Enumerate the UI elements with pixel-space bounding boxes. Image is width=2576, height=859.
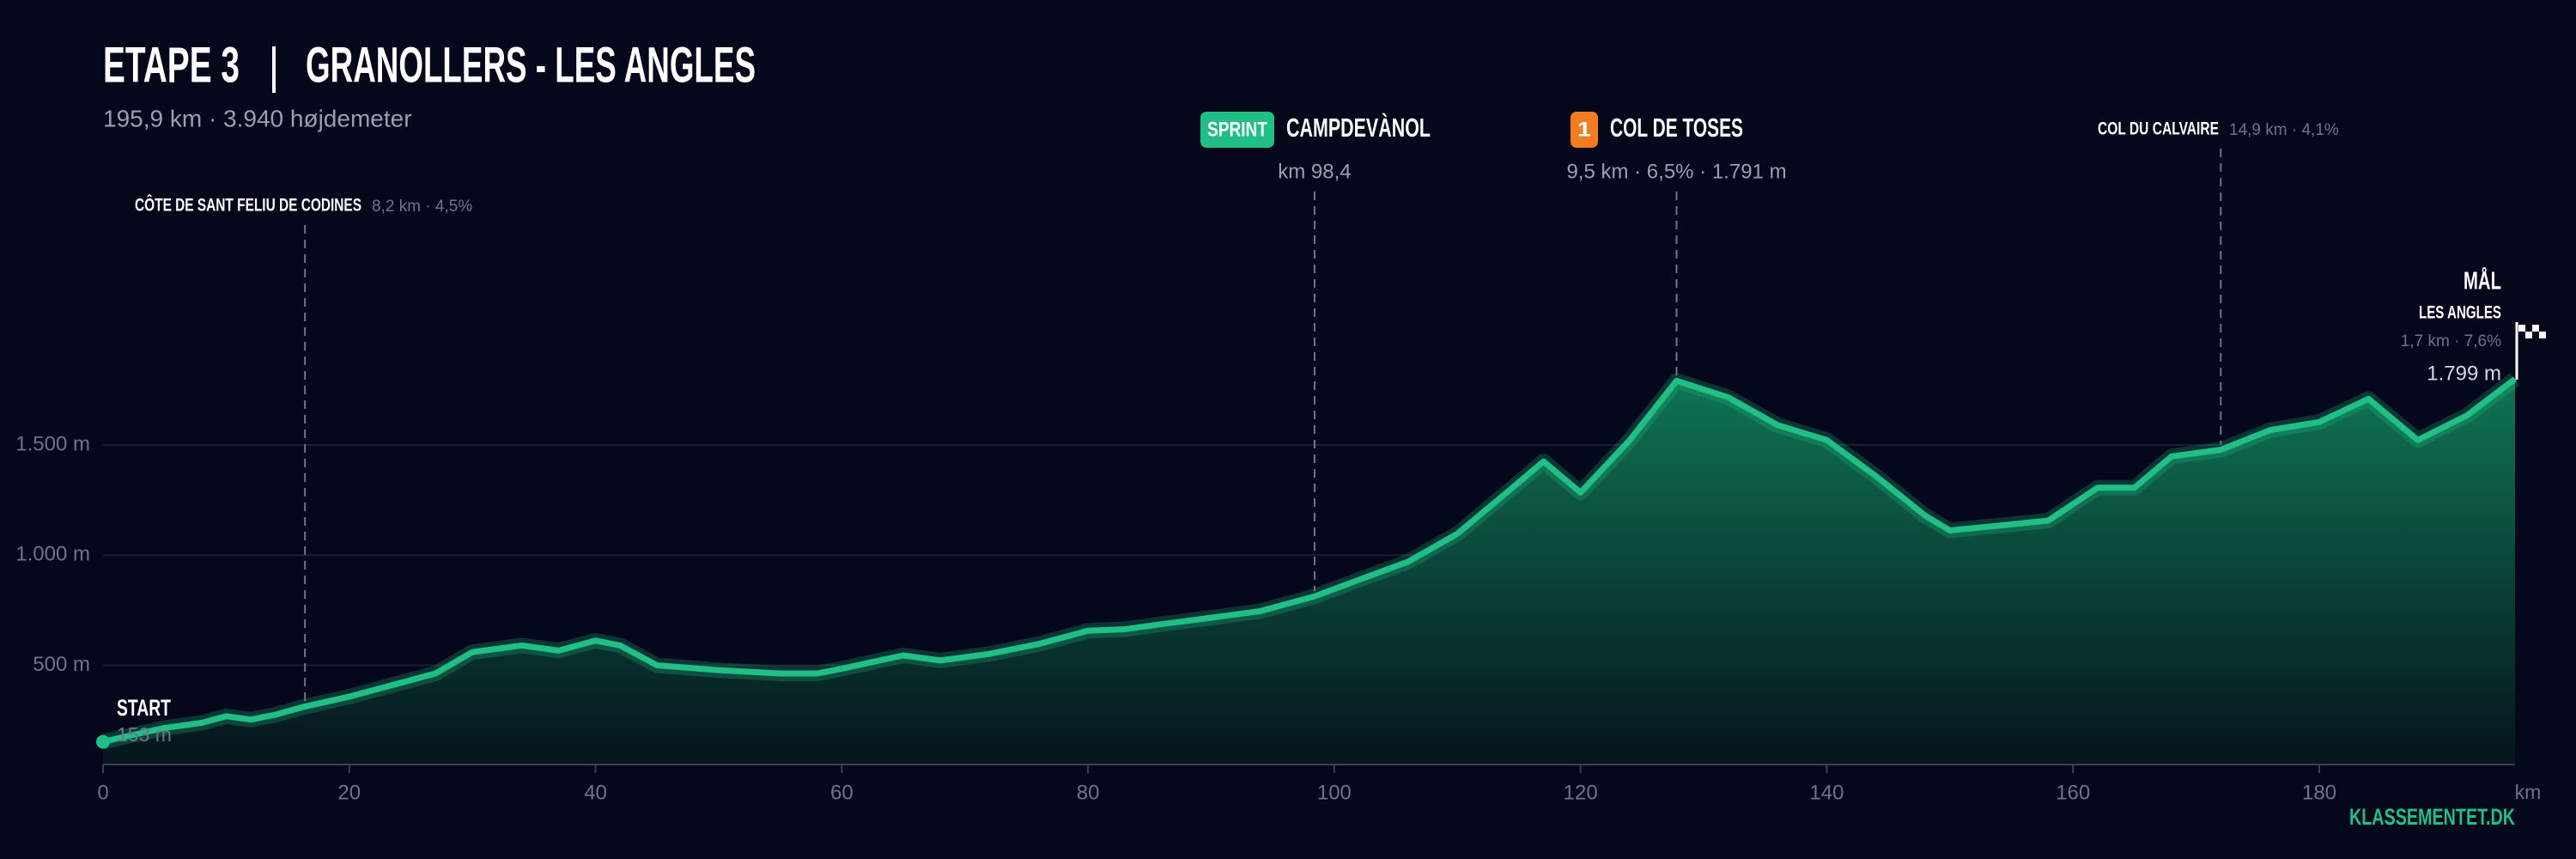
x-tick-label: 20 <box>337 781 361 804</box>
brand: KLASSEMENTET.DK <box>2349 804 2515 830</box>
climb-name: CAMPDEVÀNOL <box>1286 113 1431 143</box>
badge <box>1200 112 1274 148</box>
flag-cell <box>2532 325 2539 332</box>
flag-cell <box>2539 332 2546 338</box>
subtitle: 195,9 km · 3.940 højdemeter <box>103 105 412 131</box>
climb-name: CÔTE DE SANT FELIU DE CODINES <box>135 195 361 216</box>
chart-title: GRANOLLERS - LES ANGLES <box>306 37 756 93</box>
climb-detail: 14,9 km · 4,1% <box>2229 121 2339 139</box>
start-dot <box>96 734 110 749</box>
x-tick-label: 160 <box>2056 781 2090 804</box>
x-tick-label: 40 <box>584 781 607 804</box>
badge <box>1571 112 1598 148</box>
elevation-area <box>103 379 2515 765</box>
flag-cell <box>2518 325 2525 332</box>
finish-detail: 1,7 km · 7,6% <box>2401 332 2501 350</box>
badge-label: SPRINT <box>1207 118 1267 141</box>
flag-cell <box>2539 325 2546 332</box>
climb-name: COL DU CALVAIRE <box>2098 119 2219 139</box>
flag-cell <box>2532 332 2539 338</box>
start-label: START <box>117 695 171 721</box>
x-tick-label: 0 <box>97 781 108 804</box>
climb-detail: 8,2 km · 4,5% <box>372 198 472 216</box>
flag-cell <box>2525 325 2532 332</box>
finish-label: MÅL <box>2464 267 2501 295</box>
x-tick-label: 140 <box>1809 781 1844 804</box>
y-tick-label: 500 m <box>33 653 90 676</box>
finish-elevation: 1.799 m <box>2427 362 2501 385</box>
x-tick-label: 120 <box>1564 781 1598 804</box>
climb-detail: km 98,4 <box>1278 160 1351 183</box>
climb-detail: 9,5 km · 6,5% · 1.791 m <box>1566 160 1786 183</box>
y-tick-label: 1.500 m <box>15 432 90 455</box>
x-tick-label: 60 <box>830 781 854 804</box>
y-tick-label: 1.000 m <box>15 543 90 566</box>
flag-cell <box>2518 332 2525 338</box>
x-tick-label: 180 <box>2302 781 2336 804</box>
x-tick-label: 80 <box>1077 781 1100 804</box>
finish-name: LES ANGLES <box>2419 303 2501 323</box>
start-elevation: 153 m <box>117 723 172 746</box>
climb-name: COL DE TOSES <box>1610 113 1743 143</box>
stage-title: ETAPE 3 <box>103 37 240 93</box>
elevation-line <box>102 376 2518 745</box>
x-tick-label: 100 <box>1317 781 1352 804</box>
badge-label: 1 <box>1577 118 1591 141</box>
flag-cell <box>2525 332 2532 338</box>
x-axis-label: km <box>2515 781 2542 803</box>
